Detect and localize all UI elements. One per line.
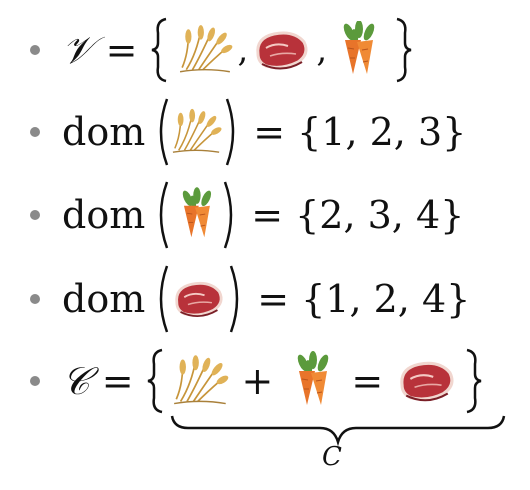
domain-line-carrot: dom = {2, 3, 4} [30, 180, 464, 250]
carrot-icon [341, 21, 378, 75]
domain-set: {1, 2, 4} [301, 277, 471, 321]
right-paren [230, 265, 239, 333]
comma: , [237, 30, 249, 70]
domain-line-wheat: dom = {1, 2, 3} [30, 97, 466, 167]
plus-sign: + [241, 359, 274, 403]
domain-line-steak: dom = {1, 2, 4} [30, 264, 470, 334]
wheat-icon [178, 24, 234, 73]
bullet [30, 294, 40, 304]
left-brace [147, 348, 162, 414]
left-paren [160, 98, 169, 166]
carrot-icon [180, 187, 214, 238]
comma: , [316, 30, 328, 70]
bullet [30, 45, 40, 55]
bullet [30, 376, 40, 386]
right-brace [396, 17, 412, 83]
constraints-line: 𝒞 = + = [30, 346, 483, 416]
left-brace [151, 17, 166, 83]
steak-icon [256, 31, 308, 71]
domain-set: {1, 2, 3} [297, 110, 467, 154]
dom-function: dom [62, 110, 146, 154]
underbrace-label: C [322, 442, 342, 472]
constraints-symbol: 𝒞 [62, 359, 90, 403]
equals-sign: = [251, 193, 284, 237]
right-paren [224, 181, 233, 249]
equals-sign: = [101, 359, 134, 403]
left-paren [160, 265, 169, 333]
equals-sign: = [253, 110, 286, 154]
variables-symbol: 𝒱 [62, 28, 94, 72]
right-paren [226, 98, 235, 166]
equals-sign: = [351, 359, 384, 403]
underbrace [170, 415, 506, 447]
left-paren [160, 181, 169, 249]
bullet [30, 210, 40, 220]
equals-sign: = [257, 277, 290, 321]
dom-function: dom [62, 277, 146, 321]
vars-line: 𝒱 = , , [30, 15, 413, 85]
wheat-icon [172, 354, 230, 405]
wheat-icon [172, 108, 224, 153]
carrot-icon [295, 351, 332, 406]
steak-icon [400, 361, 454, 402]
right-brace [466, 348, 482, 414]
steak-icon [175, 281, 223, 318]
domain-set: {2, 3, 4} [295, 193, 465, 237]
dom-function: dom [62, 193, 146, 237]
equals-sign: = [105, 28, 138, 72]
bullet [30, 127, 40, 137]
